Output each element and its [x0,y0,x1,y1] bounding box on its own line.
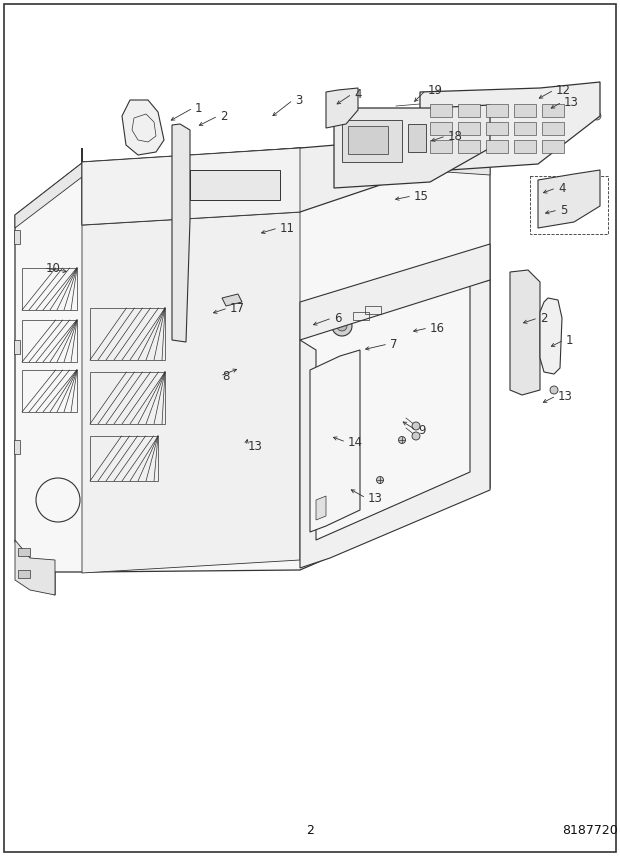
Circle shape [138,187,141,189]
Bar [14,440,20,454]
Bar [14,340,20,354]
Text: 2: 2 [306,823,314,836]
Polygon shape [510,270,540,395]
Text: 8: 8 [222,370,229,383]
Bar [458,122,480,135]
Text: 7: 7 [390,337,397,350]
Text: 9: 9 [418,424,425,437]
Circle shape [550,386,558,394]
Text: 4: 4 [354,87,361,100]
Text: 16: 16 [430,322,445,335]
Bar [190,170,280,200]
Polygon shape [326,88,358,128]
Text: 13: 13 [564,96,579,109]
Polygon shape [15,540,55,595]
Circle shape [412,422,420,430]
Text: 13: 13 [368,491,383,504]
Bar [514,140,536,153]
Text: eReplacementParts.com: eReplacementParts.com [234,424,386,437]
Circle shape [337,321,347,331]
Circle shape [156,197,159,199]
Text: 10: 10 [46,261,61,275]
Circle shape [170,197,174,199]
Text: 11: 11 [280,222,295,235]
Bar [348,126,388,154]
Bar [365,306,381,314]
Polygon shape [172,124,190,342]
Polygon shape [316,496,326,520]
Text: 19: 19 [428,84,443,97]
Bar [90,308,165,360]
Text: 4: 4 [558,181,565,194]
Text: 18: 18 [448,129,463,142]
Text: 15: 15 [414,189,429,203]
Text: 13: 13 [248,439,263,453]
Bar [22,320,77,362]
Bar [353,312,369,320]
Circle shape [593,112,601,120]
Bar [514,122,536,135]
Text: 13: 13 [558,389,573,402]
Circle shape [164,197,167,199]
Bar [486,104,508,117]
Polygon shape [222,294,242,306]
Polygon shape [122,100,164,155]
Circle shape [159,183,161,187]
Bar [430,104,452,117]
Text: 3: 3 [295,93,303,106]
Text: 5: 5 [560,204,567,217]
Text: 1: 1 [195,102,203,115]
Text: 8187720: 8187720 [562,823,618,836]
Bar [458,140,480,153]
Bar [90,372,165,424]
Bar [14,230,20,244]
Polygon shape [15,148,490,228]
Bar [90,436,158,481]
Polygon shape [538,170,600,228]
Bar [542,140,564,153]
Bar [514,104,536,117]
Bar [22,268,77,310]
Circle shape [143,181,161,199]
Bar [342,120,402,162]
Circle shape [376,477,384,484]
Bar [430,140,452,153]
Polygon shape [82,162,300,573]
Text: 12: 12 [556,84,571,97]
Circle shape [412,432,420,440]
Text: 14: 14 [348,436,363,449]
Bar [458,104,480,117]
Bar [22,370,77,412]
Bar [486,140,508,153]
Polygon shape [420,82,600,172]
Bar [430,122,452,135]
Text: 2: 2 [540,312,547,324]
Polygon shape [82,148,300,225]
Text: 6: 6 [334,312,342,324]
Polygon shape [300,280,490,568]
Bar [18,570,30,578]
Bar [530,176,608,234]
Polygon shape [300,244,490,340]
Circle shape [177,181,180,183]
Polygon shape [310,350,360,532]
Bar [542,122,564,135]
Polygon shape [334,105,490,188]
Bar [486,122,508,135]
Bar [408,124,426,152]
Text: 2: 2 [220,110,228,122]
Bar [18,548,30,556]
Polygon shape [82,132,490,225]
Polygon shape [15,148,490,595]
Text: 1: 1 [566,334,574,347]
Circle shape [332,316,352,336]
Polygon shape [540,298,562,374]
Text: 17: 17 [230,301,245,314]
Circle shape [399,437,405,443]
Bar [542,104,564,117]
